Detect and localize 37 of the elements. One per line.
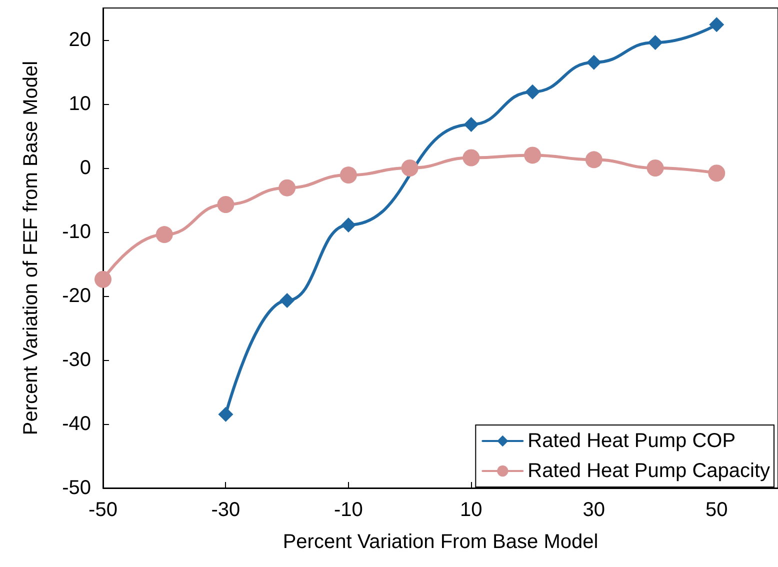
point [218, 406, 234, 422]
point [401, 160, 418, 176]
y-tick-label: 0 [80, 157, 91, 179]
y-tick-label: -40 [62, 413, 91, 435]
x-tick-label: 50 [706, 499, 728, 521]
point [524, 146, 542, 164]
x-tick-label: -50 [88, 499, 118, 521]
y-tick-label: -50 [62, 477, 91, 499]
y-tick-label: 10 [68, 93, 91, 115]
y-axis-title: Percent Variation of FEF from Base Model [20, 60, 42, 436]
point [585, 151, 602, 168]
y-tick-label: 20 [68, 29, 91, 51]
point [94, 270, 112, 288]
point [464, 116, 479, 132]
y-tick-label: -20 [62, 285, 91, 307]
point [708, 164, 726, 182]
point [340, 217, 356, 232]
point [217, 196, 234, 213]
x-tick-label: 30 [582, 499, 606, 521]
point [525, 84, 540, 100]
point [278, 179, 296, 196]
point [586, 54, 602, 70]
point [462, 149, 480, 166]
legend-label: Rated Heat Pump Capacity [528, 460, 770, 482]
legend-label: Rated Heat Pump COP [528, 430, 736, 452]
point [280, 292, 295, 308]
x-axis-title: Percent Variation From Base Model [282, 531, 598, 553]
x-tick-label: -30 [211, 499, 240, 521]
point [340, 166, 357, 184]
point [709, 17, 724, 32]
x-tick-label: 10 [460, 499, 482, 521]
point [648, 35, 663, 50]
point [646, 160, 664, 176]
point [156, 226, 173, 244]
y-tick-label: -10 [62, 221, 91, 243]
x-tick-label: -10 [334, 499, 363, 521]
y-tick-label: -30 [62, 349, 91, 371]
